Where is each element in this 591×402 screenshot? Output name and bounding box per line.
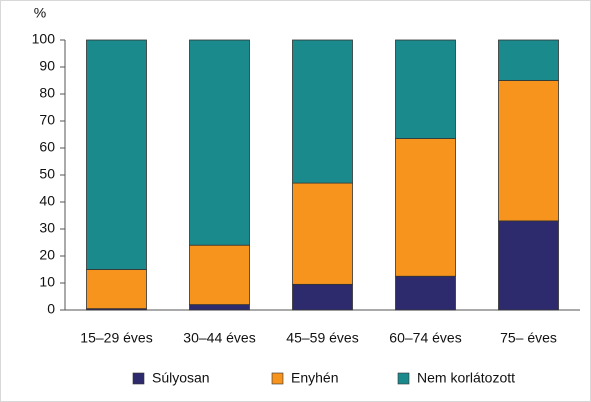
y-tick-label: 10 (39, 274, 55, 290)
bar-segment (189, 244, 250, 305)
y-tick-label: 80 (39, 85, 55, 101)
bar-segment (395, 39, 456, 139)
bar-segment (292, 182, 353, 285)
x-tick-label: 60–74 éves (389, 330, 461, 346)
y-tick-label: 20 (39, 247, 55, 263)
y-tick-label: 100 (32, 31, 56, 47)
x-tick-label: 75– éves (500, 330, 557, 346)
y-tick-label: 50 (39, 166, 55, 182)
bar-segment (498, 80, 559, 222)
legend-swatch (397, 372, 410, 385)
x-tick-label: 15–29 éves (80, 330, 152, 346)
legend-swatch (271, 372, 284, 385)
legend-label: Enyhén (291, 370, 338, 386)
y-tick-label: 90 (39, 58, 55, 74)
bar-segment (189, 304, 250, 311)
bar-segment (498, 39, 559, 81)
bar-segment (395, 275, 456, 311)
y-tick-label: 0 (47, 301, 55, 317)
y-tick-label: 60 (39, 139, 55, 155)
bar-segment (498, 220, 559, 311)
bar-segment (292, 283, 353, 311)
x-tick-label: 30–44 éves (183, 330, 255, 346)
bar-segment (292, 39, 353, 184)
y-axis-label: % (34, 5, 46, 21)
y-tick-label: 30 (39, 220, 55, 236)
x-tick-label: 45–59 éves (286, 330, 358, 346)
legend-label: Súlyosan (152, 370, 210, 386)
bar-segment (86, 269, 147, 310)
bar-segment (86, 39, 147, 270)
y-tick-label: 70 (39, 112, 55, 128)
bar-segment (395, 138, 456, 277)
legend-swatch (132, 372, 145, 385)
bar-segment (189, 39, 250, 246)
legend-label: Nem korlátozott (417, 370, 515, 386)
y-tick-label: 40 (39, 193, 55, 209)
